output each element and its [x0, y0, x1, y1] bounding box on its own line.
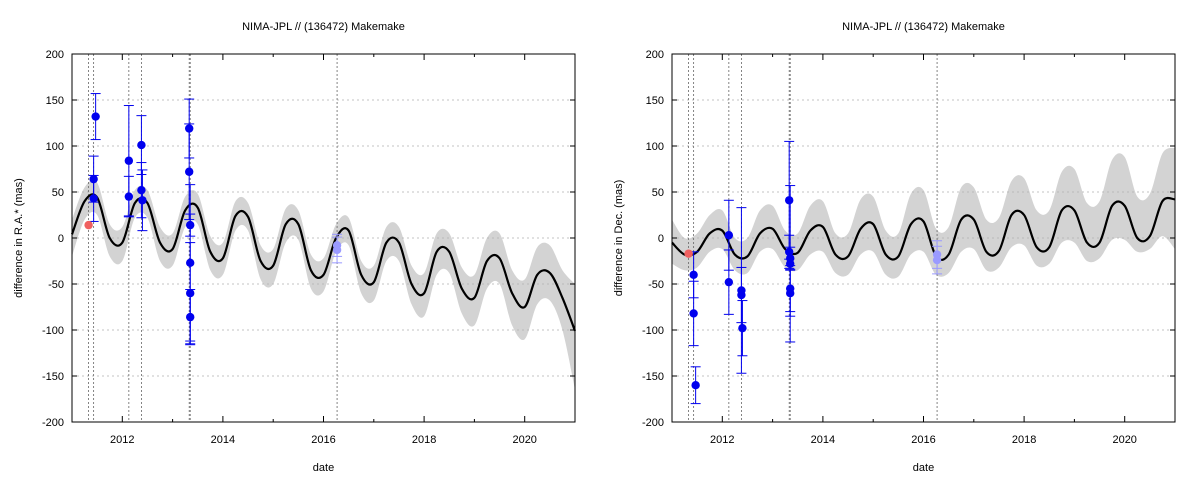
y-tick-label: -150	[642, 371, 664, 383]
point-marker	[737, 286, 746, 295]
x-tick-label: 2020	[1112, 434, 1136, 446]
point-marker	[784, 247, 794, 256]
point-marker	[786, 289, 795, 298]
prediction-line	[671, 196, 1176, 261]
y-tick-label: 200	[646, 49, 664, 61]
x-tick-label: 2016	[911, 434, 935, 446]
y-axis-label: difference in Dec. (mas)	[613, 180, 625, 297]
y-tick-label: -100	[42, 325, 64, 337]
x-axis-label: date	[913, 462, 934, 474]
y-tick-label: -200	[642, 417, 664, 429]
point-marker	[184, 167, 194, 176]
point-marker	[137, 140, 146, 150]
point-marker	[691, 381, 700, 390]
x-tick-label: 2016	[311, 434, 335, 446]
point-marker	[124, 192, 134, 201]
data-point	[785, 269, 796, 317]
data-point	[688, 280, 699, 347]
y-axis-label: difference in R.A.* (mas)	[13, 178, 25, 298]
data-point	[736, 207, 747, 374]
y-tick-label: -200	[42, 417, 64, 429]
point-marker	[84, 220, 93, 230]
y-tick-label: 150	[46, 95, 64, 107]
prediction-line	[70, 193, 577, 332]
point-marker	[784, 196, 794, 205]
data-point	[737, 300, 748, 357]
data-point	[184, 123, 195, 221]
point-marker	[689, 309, 698, 318]
x-tick-label: 2014	[811, 434, 835, 446]
point-marker	[124, 156, 134, 165]
x-axis-label: date	[313, 462, 334, 474]
data-point	[690, 366, 701, 405]
data-point	[932, 245, 943, 275]
chart-title: NIMA-JPL // (136472) Makemake	[242, 21, 405, 33]
y-tick-label: -150	[42, 371, 64, 383]
x-tick-label: 2014	[211, 434, 235, 446]
y-tick-label: 50	[52, 187, 64, 199]
point-marker	[138, 196, 147, 205]
point-marker	[724, 277, 734, 287]
data-point	[136, 162, 147, 219]
x-tick-label: 2020	[512, 434, 536, 446]
data-point	[332, 236, 343, 264]
y-tick-label: -50	[648, 279, 664, 291]
data-point	[123, 175, 134, 218]
dec-difference-chart: -200 -150 -100 -50 0 50 100 150 200 2012 2014 2016 2…	[613, 21, 1176, 474]
point-marker	[684, 249, 693, 258]
y-tick-label: 100	[46, 141, 64, 153]
x-tick-label: 2012	[110, 434, 134, 446]
data-point	[84, 220, 93, 230]
x-tick-label: 2018	[412, 434, 436, 446]
point-marker	[186, 312, 195, 322]
point-marker	[137, 185, 146, 195]
ra-difference-chart: -200 -150 -100 -50 0 50 100 150 200 2012 2014 2016 2…	[13, 21, 577, 474]
point-marker	[932, 255, 942, 265]
point-marker	[689, 270, 698, 279]
data-point	[684, 249, 693, 258]
data-point	[723, 249, 734, 315]
chart-title: NIMA-JPL // (136472) Makemake	[842, 21, 1005, 33]
point-marker	[91, 112, 100, 121]
y-tick-label: 200	[46, 49, 64, 61]
x-tick-label: 2018	[1012, 434, 1036, 446]
data-point	[137, 169, 148, 232]
data-point	[785, 185, 796, 343]
point-marker	[89, 174, 98, 184]
data-point	[88, 155, 99, 203]
y-tick-label: 150	[646, 95, 664, 107]
point-marker	[738, 323, 747, 333]
y-tick-label: -100	[642, 325, 664, 337]
y-tick-label: 50	[652, 187, 664, 199]
uncertainty-band	[672, 147, 1175, 279]
y-tick-label: 0	[658, 233, 664, 245]
data-point	[185, 289, 196, 346]
data-point	[90, 93, 101, 141]
y-tick-label: 0	[58, 233, 64, 245]
x-tick-label: 2012	[710, 434, 734, 446]
uncertainty-band	[72, 179, 575, 390]
y-tick-label: -50	[48, 279, 64, 291]
point-marker	[332, 245, 342, 255]
y-tick-label: 100	[646, 141, 664, 153]
point-marker	[724, 231, 734, 240]
